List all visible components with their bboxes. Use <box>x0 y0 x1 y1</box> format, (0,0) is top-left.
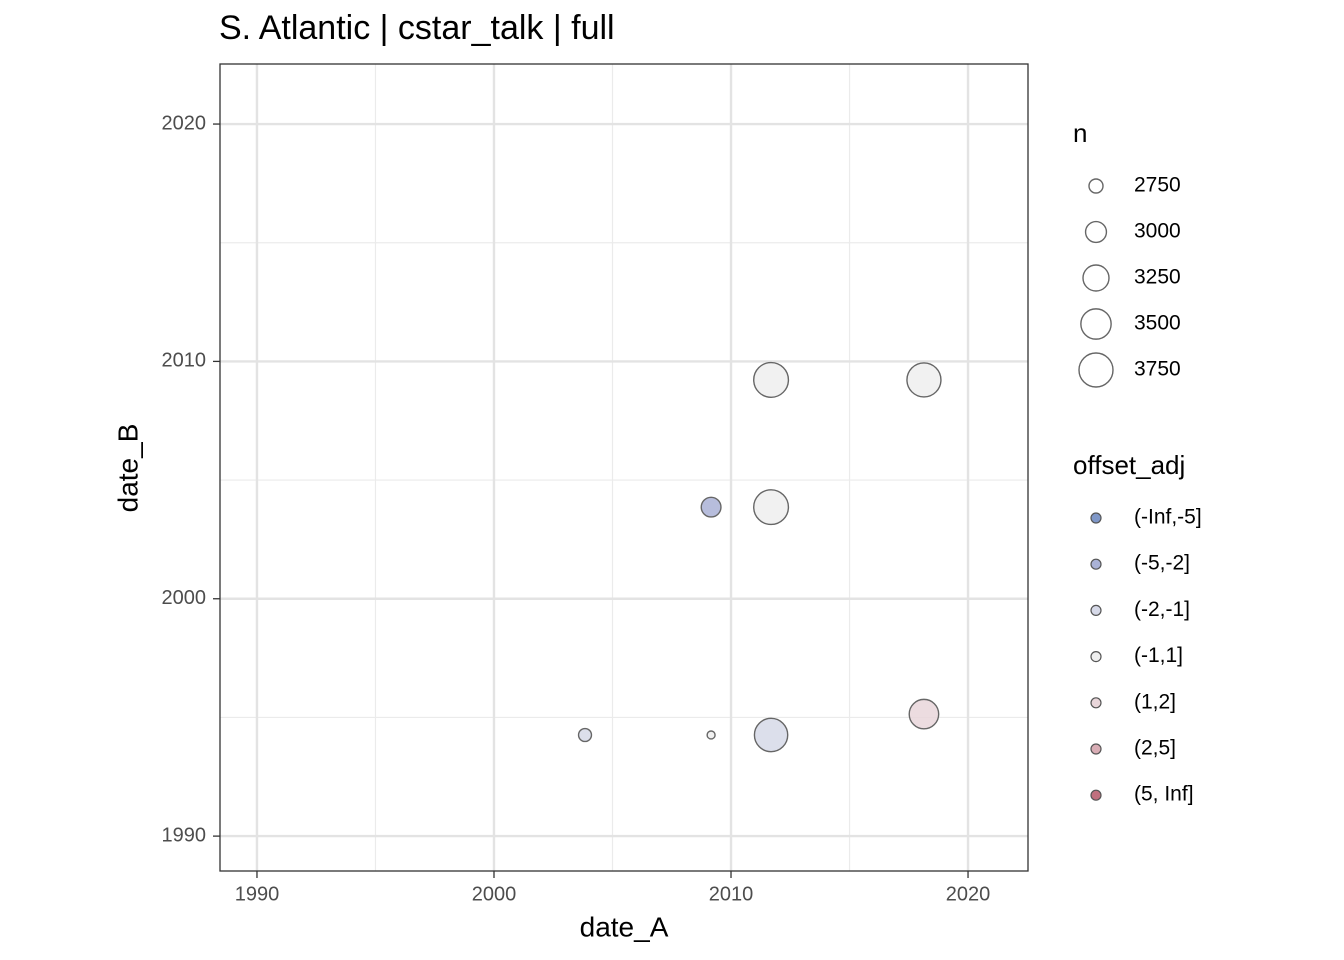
x-tick-label: 1990 <box>235 883 280 905</box>
point <box>908 698 940 730</box>
point <box>906 362 942 398</box>
legend-label: 3750 <box>1134 358 1181 381</box>
points <box>577 361 942 753</box>
legend-size-key <box>1078 352 1114 388</box>
legend-color-key <box>1090 697 1102 709</box>
y-tick-label: 2000 <box>162 587 207 609</box>
point <box>753 717 789 753</box>
point <box>753 489 790 526</box>
point <box>700 496 722 518</box>
x-axis-title: date_A <box>580 911 669 942</box>
legend-title: n <box>1073 118 1087 148</box>
legend-color-key <box>1090 789 1102 801</box>
legend-size-key <box>1088 178 1104 194</box>
legend-label: 3000 <box>1134 220 1181 243</box>
legend-label: (5, Inf] <box>1134 783 1194 806</box>
y-tick-label: 1990 <box>162 824 207 846</box>
legend-title: offset_adj <box>1073 450 1185 480</box>
x-tick-label: 2010 <box>709 883 754 905</box>
panel-border <box>219 63 1029 872</box>
y-tick-label: 2010 <box>162 350 207 372</box>
legend-color-key <box>1090 512 1102 524</box>
x-tick-label: 2000 <box>472 883 517 905</box>
legend-color-key <box>1090 650 1102 663</box>
legend-color-key <box>1090 558 1102 570</box>
legend-color-key <box>1090 743 1102 755</box>
grid <box>220 64 1028 871</box>
legend-label: (2,5] <box>1134 737 1176 760</box>
legend-label: (-5,-2] <box>1134 552 1190 575</box>
chart-title: S. Atlantic | cstar_talk | full <box>219 9 615 47</box>
legend-label: (1,2] <box>1134 690 1176 713</box>
legend-size-key <box>1082 264 1110 292</box>
point <box>706 730 716 740</box>
y-tick-label: 2020 <box>162 112 207 134</box>
legend-color-key <box>1090 604 1102 617</box>
legend-label: 3250 <box>1134 266 1181 289</box>
panel <box>220 64 1028 871</box>
y-axis-title: date_B <box>112 424 143 513</box>
legend-label: (-2,-1] <box>1134 598 1190 621</box>
point <box>753 361 790 398</box>
legend-label: (-Inf,-5] <box>1134 506 1202 529</box>
legend-label: 3500 <box>1134 312 1181 335</box>
point <box>577 727 593 743</box>
legend-size-key <box>1084 220 1108 244</box>
legend-size-key <box>1080 308 1112 340</box>
legend-label: 2750 <box>1134 174 1181 197</box>
x-tick-label: 2020 <box>946 883 991 905</box>
legend-label: (-1,1] <box>1134 644 1183 667</box>
